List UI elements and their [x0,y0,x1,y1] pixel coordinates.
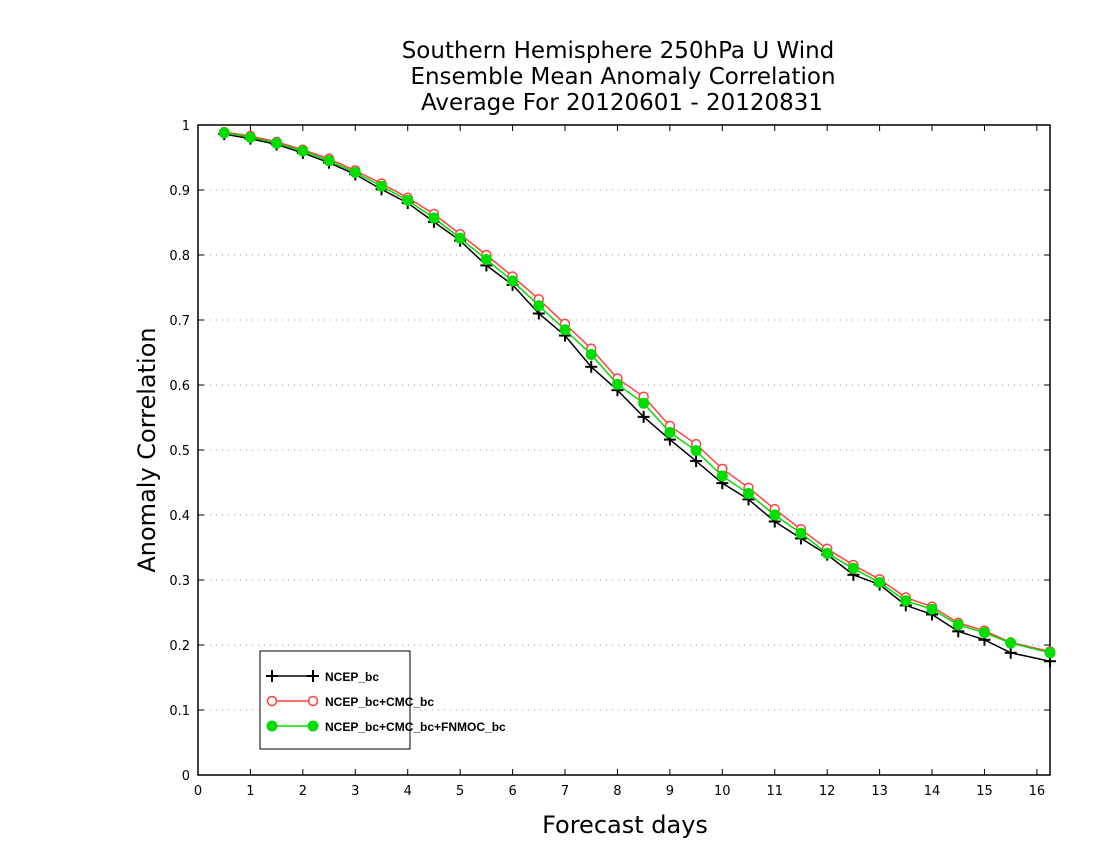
y-tick-label: 0.9 [169,184,190,199]
legend-marker [266,695,278,707]
data-point [690,455,703,468]
data-point [821,547,833,559]
legend-entry-2: NCEP_bc+CMC_bc [266,695,434,709]
x-tick-label: 11 [766,784,783,799]
x-tick-label: 10 [714,784,731,799]
legend-marker [266,670,278,682]
y-axis-label: Anomaly Correlation [133,327,161,572]
data-point [900,595,912,607]
title-line-1: Southern Hemisphere 250hPa U Wind [402,38,835,64]
y-tick-label: 0 [182,769,190,784]
data-point [743,488,755,500]
axis-ticks: 00.10.20.30.40.50.60.70.80.910 1 2 3 4 5 6 7 8 9 1… [169,119,1050,799]
y-tick-label: 1 [182,119,190,134]
data-point [428,212,440,224]
legend-marker [307,695,319,707]
data-point [874,577,886,589]
data-point [297,145,309,157]
data-point [1005,637,1017,649]
x-tick-label: 9 [666,784,674,799]
x-tick-label: 13 [871,784,888,799]
title-line-3: Average For 20120601 - 20120831 [421,90,823,116]
x-tick-label: 6 [508,784,516,799]
legend-label: NCEP_bc+CMC_bc [325,695,434,709]
data-point [716,470,728,482]
y-tick-label: 0.3 [169,574,190,589]
legend-marker [307,670,319,682]
data-point [978,627,990,639]
data-point [638,397,650,409]
x-tick-label: 1 [246,784,254,799]
y-tick-label: 0.2 [169,639,190,654]
title-line-2: Ensemble Mean Anomaly Correlation [410,64,835,90]
x-tick-label: 0 [194,784,202,799]
y-tick-label: 0.1 [169,704,190,719]
legend-box [259,650,411,750]
legend-entry-3: NCEP_bc+CMC_bc+FNMOC_bc [266,720,506,734]
x-tick-label: 2 [299,784,307,799]
data-point [611,378,623,390]
y-tick-label: 0.8 [169,249,190,264]
data-point [271,137,283,149]
chart-title: Southern Hemisphere 250hPa U Wind Ensemb… [402,38,836,116]
x-tick-label: 5 [456,784,464,799]
data-point [507,275,519,287]
x-tick-label: 14 [924,784,941,799]
data-point [559,324,571,336]
x-tick-label: 15 [976,784,993,799]
data-point [952,619,964,631]
data-point [218,127,230,139]
x-tick-label: 8 [613,784,621,799]
y-tick-label: 0.6 [169,379,190,394]
data-point [664,426,676,438]
data-point [926,603,938,615]
data-point [690,445,702,457]
legend-label: NCEP_bc+CMC_bc+FNMOC_bc [325,720,506,734]
legend-marker [266,720,278,732]
data-point [769,509,781,521]
x-tick-label: 7 [561,784,569,799]
x-axis-label: Forecast days [542,811,708,839]
x-tick-label: 12 [819,784,836,799]
legend-marker [307,720,319,732]
series-line [224,131,1051,653]
series-layer [218,126,1056,668]
y-tick-label: 0.5 [169,444,190,459]
x-tick-label: 16 [1029,784,1046,799]
data-point [454,232,466,244]
x-tick-label: 4 [404,784,412,799]
data-point [1044,647,1056,659]
data-point [376,180,388,192]
data-point [637,410,650,423]
series-2 [218,126,1056,657]
data-point [244,131,256,143]
data-point [585,360,598,373]
data-point [402,194,414,206]
data-point [533,300,545,312]
data-point [349,166,361,178]
legend: NCEP_bc NCEP_bc+CMC_bc NCEP_bc+CMC_bc+FNMO… [259,650,506,750]
y-tick-label: 0.4 [169,509,190,524]
x-tick-label: 3 [351,784,359,799]
y-tick-label: 0.7 [169,314,190,329]
data-point [795,527,807,539]
gridlines [198,189,1050,711]
data-point [480,254,492,266]
series-3 [218,127,1056,659]
legend-label: NCEP_bc [325,670,379,684]
data-point [847,562,859,574]
legend-entry-1: NCEP_bc [266,670,379,684]
data-point [323,155,335,167]
data-point [585,348,597,360]
data-point [1004,646,1017,659]
